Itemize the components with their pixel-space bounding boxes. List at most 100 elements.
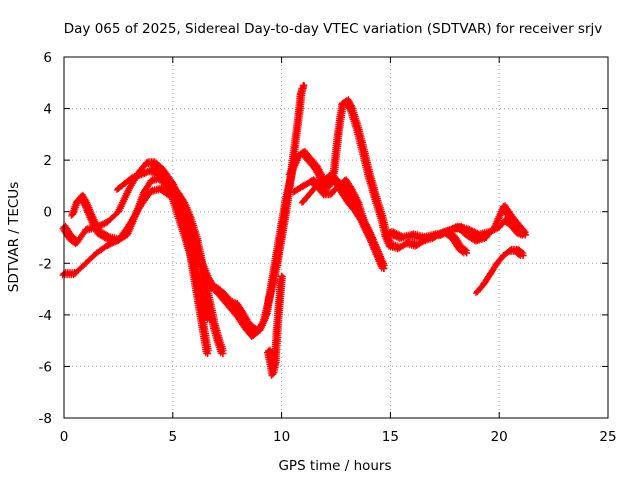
data-point — [291, 143, 299, 151]
data-point — [269, 280, 277, 288]
data-point — [293, 154, 301, 162]
data-point — [480, 280, 488, 288]
data-point — [149, 159, 157, 167]
data-point — [463, 249, 471, 257]
data-point — [413, 241, 421, 249]
data-point — [341, 177, 349, 185]
data-point — [299, 182, 307, 190]
series-trace-9 — [298, 171, 388, 272]
data-point — [201, 280, 209, 288]
data-point — [493, 259, 501, 267]
data-point — [347, 105, 355, 113]
data-point — [197, 257, 205, 265]
data-point — [275, 298, 283, 306]
data-point — [132, 210, 140, 218]
data-point — [260, 316, 268, 324]
data-point — [380, 264, 388, 272]
data-point — [312, 182, 320, 190]
x-tick-label: 5 — [169, 429, 178, 445]
x-axis-label: GPS time / hours — [278, 458, 391, 474]
data-point — [321, 190, 329, 198]
data-point — [247, 324, 255, 332]
data-point — [354, 125, 362, 133]
data-point — [267, 357, 275, 365]
series-trace-5 — [211, 81, 308, 335]
data-point — [232, 301, 240, 309]
data-point — [371, 192, 379, 200]
data-point — [251, 326, 259, 334]
axis-ticks: 0 5 10 15 20 25 -8 -6 -4 -2 0 2 4 6 — [39, 50, 617, 445]
data-point — [134, 172, 142, 180]
data-point — [352, 205, 360, 213]
data-point — [219, 290, 227, 298]
data-point — [360, 151, 368, 159]
data-point — [278, 234, 286, 241]
data-point — [347, 187, 355, 195]
data-point — [386, 241, 394, 249]
data-point — [219, 350, 227, 358]
data-point — [343, 97, 351, 105]
data-point — [371, 244, 379, 252]
data-point — [199, 324, 207, 332]
data-point — [93, 249, 101, 257]
data-point — [82, 200, 90, 208]
data-point — [195, 298, 203, 306]
data-point — [104, 234, 112, 241]
data-point — [365, 228, 373, 236]
data-point — [104, 218, 112, 226]
data-point — [395, 244, 403, 252]
y-tick-label: 6 — [43, 50, 52, 66]
data-point — [378, 213, 386, 221]
y-tick-label: 2 — [43, 153, 52, 169]
data-point — [332, 177, 340, 185]
data-point — [114, 208, 122, 216]
x-tick-label: 0 — [60, 429, 69, 445]
trace-markers — [285, 96, 395, 249]
data-point — [430, 234, 438, 241]
data-point — [210, 321, 218, 329]
data-point — [473, 236, 481, 244]
chart-title: Day 065 of 2025, Sidereal Day-to-day VTE… — [64, 21, 603, 37]
data-point — [104, 241, 112, 249]
data-point — [147, 187, 155, 195]
data-point — [386, 228, 394, 236]
data-point — [143, 159, 151, 167]
data-point — [365, 169, 373, 177]
data-point — [73, 239, 81, 247]
data-point — [95, 228, 103, 236]
data-point — [513, 246, 521, 254]
series-trace-12 — [435, 227, 471, 257]
data-point — [249, 331, 257, 339]
data-point — [167, 182, 175, 190]
grid — [64, 57, 608, 418]
data-point — [160, 174, 168, 182]
data-point — [312, 164, 320, 172]
y-tick-label: -4 — [39, 308, 52, 324]
data-point — [82, 226, 90, 234]
data-point — [436, 231, 444, 239]
data-point — [500, 252, 508, 260]
data-point — [69, 210, 77, 218]
data-point — [319, 177, 327, 185]
data-point — [506, 246, 514, 254]
data-point — [278, 272, 286, 280]
data-point — [408, 231, 416, 239]
x-tick-label: 10 — [273, 429, 290, 445]
y-tick-label: -8 — [39, 411, 52, 427]
data-point — [125, 185, 133, 193]
data-point — [339, 187, 347, 195]
data-point — [404, 239, 412, 247]
data-point — [67, 234, 75, 241]
data-point — [214, 337, 222, 345]
data-point — [486, 270, 494, 278]
data-point — [286, 177, 294, 185]
data-point — [265, 347, 273, 355]
y-tick-label: 4 — [43, 102, 52, 118]
data-point — [299, 197, 307, 205]
data-point — [154, 169, 162, 177]
data-point — [339, 99, 347, 107]
data-point — [482, 234, 490, 241]
x-tick-label: 20 — [491, 429, 508, 445]
data-point — [147, 166, 155, 174]
